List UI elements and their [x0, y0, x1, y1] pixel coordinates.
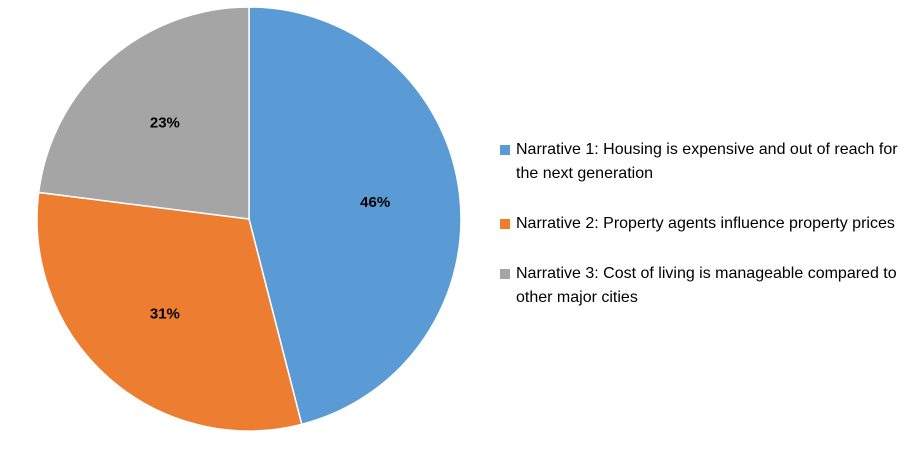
legend-label-narrative-2: Narrative 2: Property agents influence p… [516, 215, 895, 232]
pie-slice-2 [36, 191, 303, 432]
pie-slice-3 [37, 6, 250, 220]
data-label-slice-2: 31% [150, 305, 180, 322]
legend-label-narrative-1: Narrative 1: Housing is expensive and ou… [516, 141, 898, 182]
legend-label-narrative-3: Narrative 3: Cost of living is manageabl… [516, 265, 897, 306]
legend-item-narrative-2: Narrative 2: Property agents influence p… [500, 212, 905, 236]
legend-swatch-narrative-2 [500, 219, 510, 229]
pie-slice-1 [248, 6, 462, 426]
data-label-slice-3: 23% [150, 115, 180, 132]
legend-swatch-narrative-3 [500, 269, 510, 279]
legend-item-narrative-1: Narrative 1: Housing is expensive and ou… [500, 138, 905, 186]
legend-swatch-narrative-1 [500, 145, 510, 155]
data-label-slice-1: 46% [360, 194, 390, 211]
legend: Narrative 1: Housing is expensive and ou… [500, 138, 905, 336]
legend-item-narrative-3: Narrative 3: Cost of living is manageabl… [500, 262, 905, 310]
